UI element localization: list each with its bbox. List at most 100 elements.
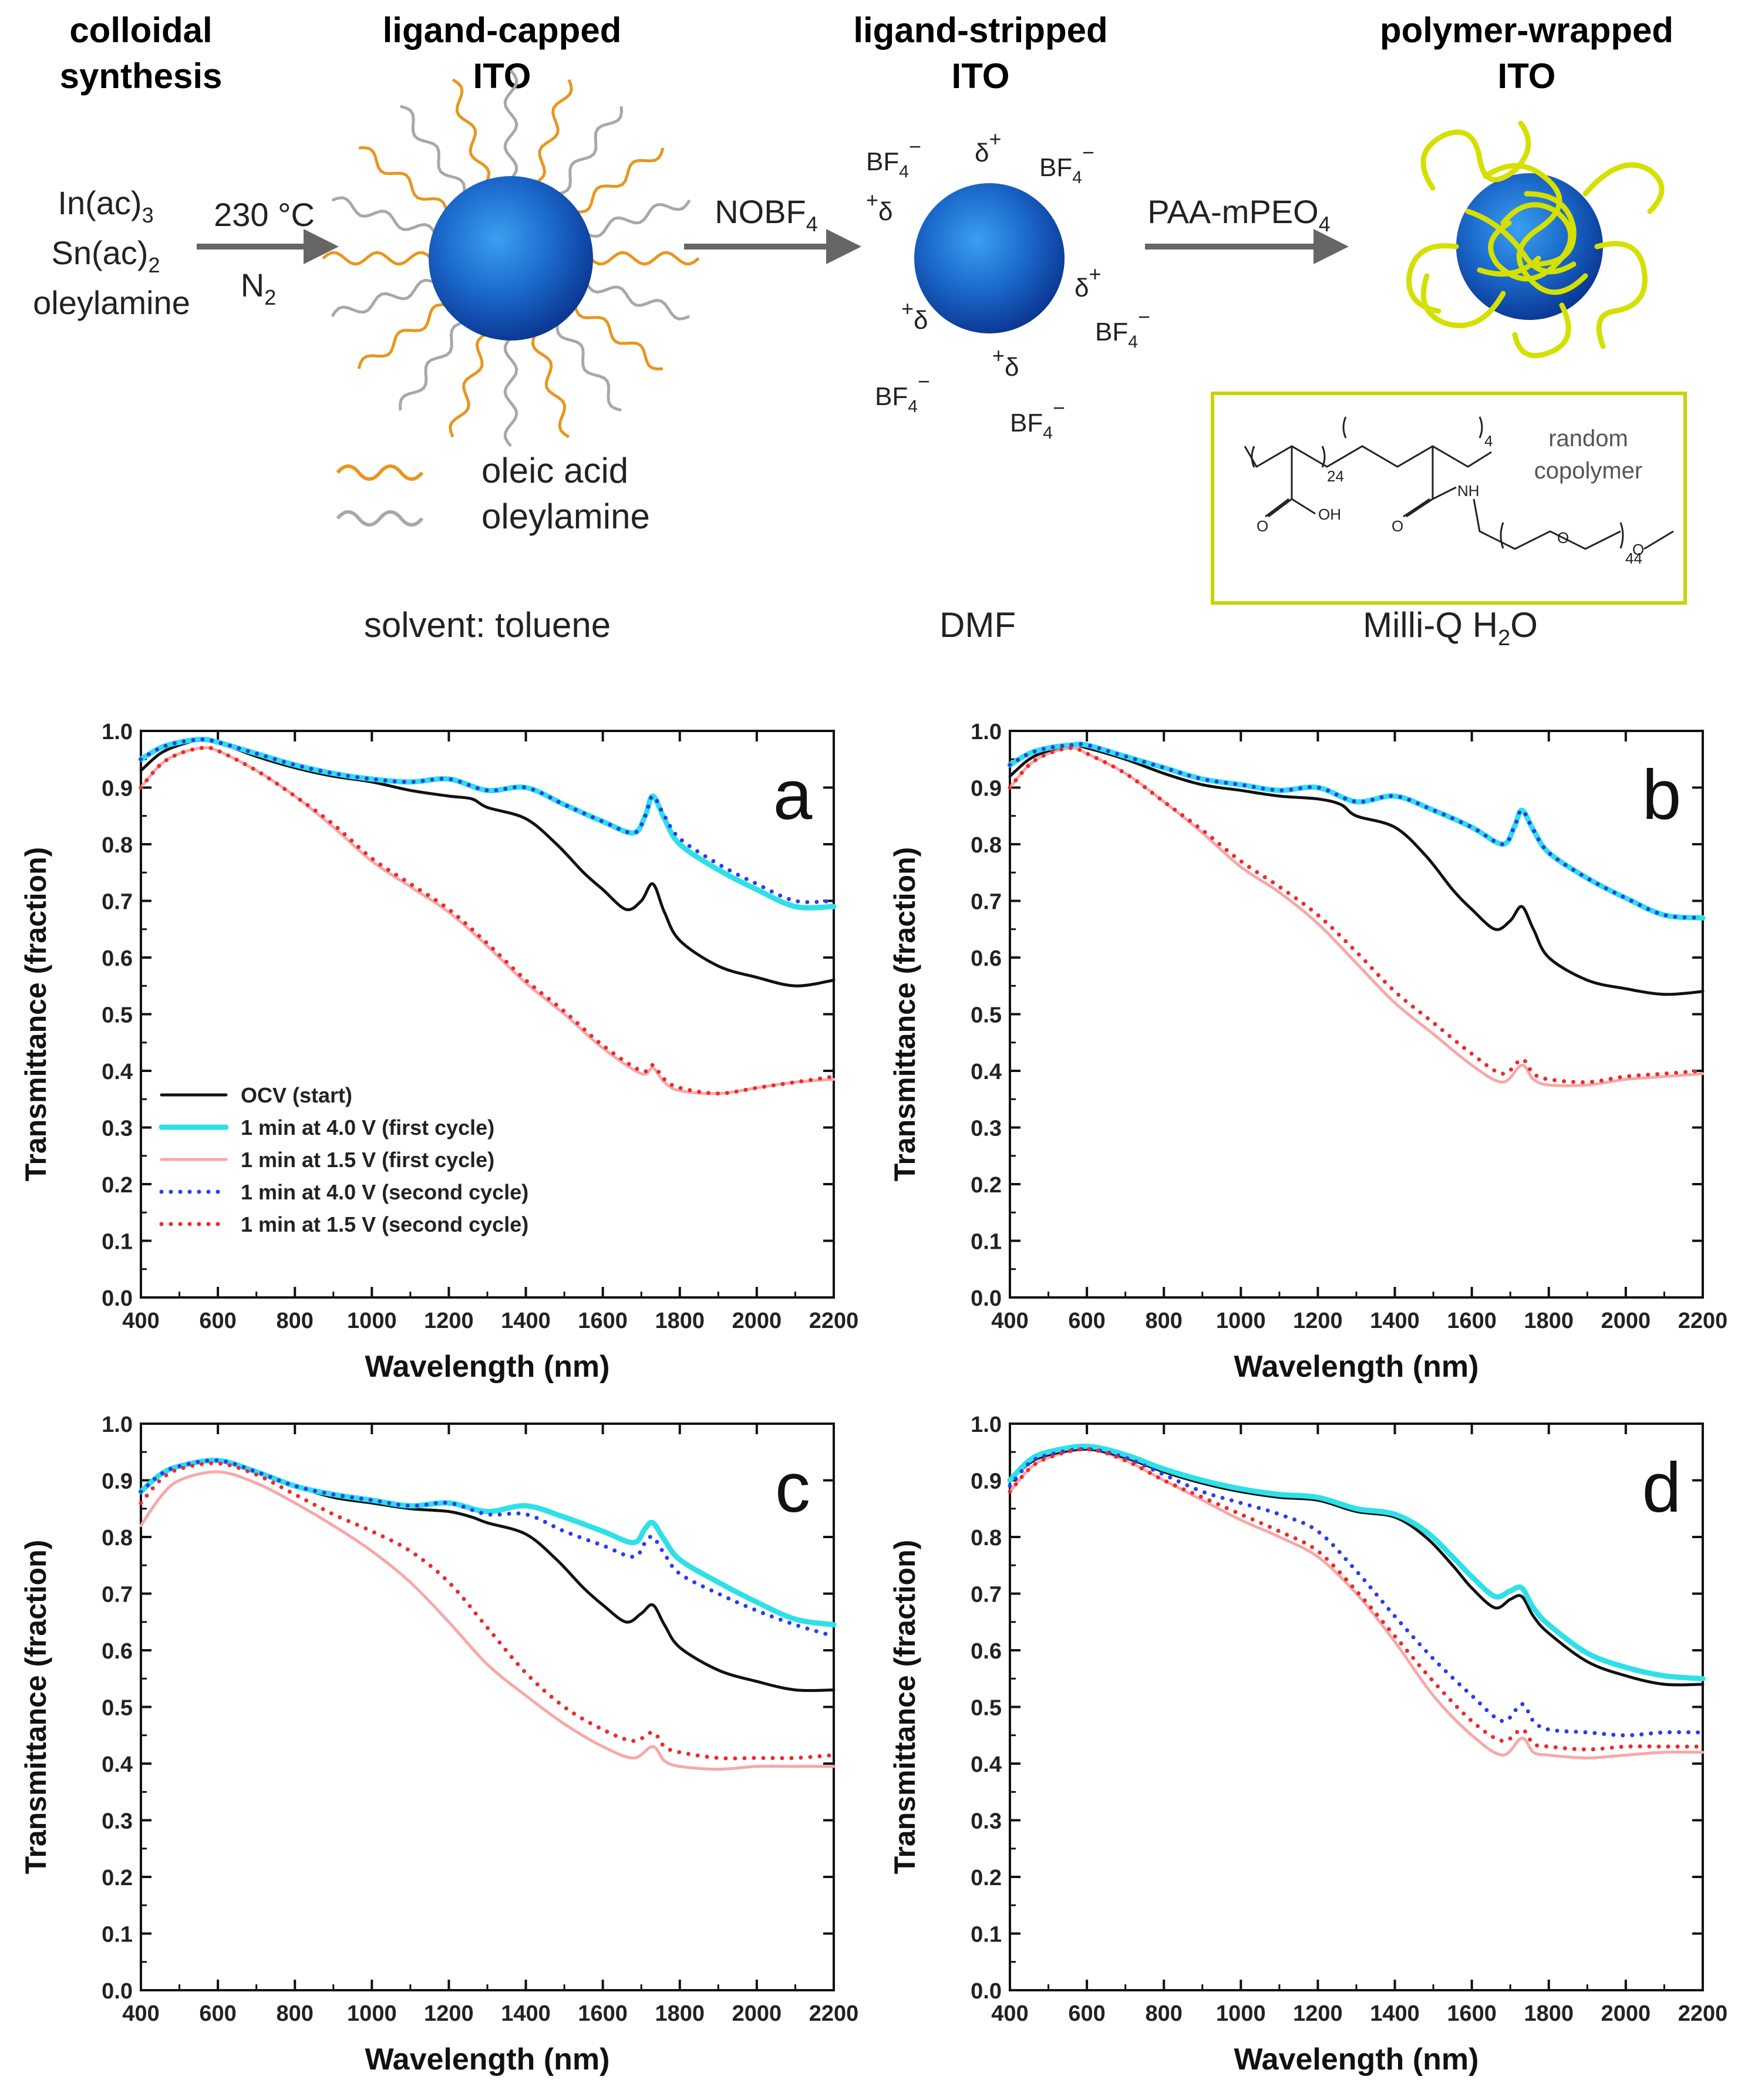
ligand-chain	[503, 69, 518, 180]
stage-title-capped-1: ligand-capped	[383, 11, 622, 50]
precursor-indium: In(ac)3	[58, 184, 153, 227]
y-axis-label: Transmittance (fraction)	[888, 847, 921, 1182]
y-tick-label: 0.5	[971, 1003, 1002, 1028]
series-line-ocv	[1008, 1447, 1705, 1687]
y-tick-label: 0.6	[971, 946, 1002, 971]
x-axis-label: Wavelength (nm)	[1234, 2042, 1479, 2077]
y-axis-label: Transmittance (fraction)	[888, 1540, 921, 1875]
y-tick-label: 0.0	[971, 1979, 1002, 2004]
ligand-chain	[585, 282, 691, 321]
x-tick-label: 2200	[1678, 1309, 1728, 1333]
x-tick-label: 400	[991, 1309, 1028, 1333]
oleic-acid-legend-line	[336, 464, 424, 481]
y-tick-label: 0.7	[971, 1583, 1002, 1607]
svg-text:+δ: +δ	[866, 188, 893, 226]
x-tick-label: 1800	[655, 1309, 705, 1333]
x-tick-label: 1800	[655, 2001, 705, 2026]
svg-text:44: 44	[1625, 550, 1642, 567]
y-tick-label: 0.5	[971, 1696, 1002, 1721]
x-tick-label: 1400	[501, 1309, 551, 1333]
y-tick-label: 0.0	[971, 1286, 1002, 1311]
svg-text:BF4−: BF4−	[875, 369, 930, 416]
x-tick-label: 1000	[1216, 1309, 1266, 1333]
x-axis-label: Wavelength (nm)	[365, 2042, 610, 2077]
legend-label: 1 min at 1.5 V (first cycle)	[241, 1148, 494, 1172]
y-tick-label: 0.3	[971, 1117, 1002, 1141]
ligand-chain	[358, 146, 449, 213]
x-tick-label: 1600	[578, 1309, 628, 1333]
y-tick-label: 0.9	[971, 777, 1002, 801]
ligand-chain	[452, 78, 491, 184]
svg-text:NH: NH	[1457, 482, 1480, 500]
series-line-cyan	[1007, 1444, 1706, 1681]
ligand-chain	[322, 251, 433, 266]
stage-title-stripped-1: ligand-stripped	[853, 11, 1107, 50]
stage-title-synthesis-1: colloidal	[69, 11, 212, 50]
svg-text:O: O	[1392, 517, 1403, 535]
x-tick-label: 1000	[1216, 2001, 1266, 2026]
y-tick-label: 0.6	[102, 1639, 133, 1664]
series-line-bluedot	[1008, 1447, 1705, 1738]
y-axis-label: Transmittance (fraction)	[19, 847, 52, 1182]
y-tick-label: 0.1	[971, 1923, 1002, 1947]
series-line-reddot	[139, 745, 836, 1096]
x-tick-label: 1400	[1370, 2001, 1420, 2026]
x-tick-label: 600	[1068, 1309, 1105, 1333]
oleylamine-legend-label: oleylamine	[481, 497, 650, 536]
y-tick-label: 0.6	[971, 1639, 1002, 1664]
y-tick-label: 0.9	[102, 1469, 133, 1494]
ligand-chain	[534, 79, 573, 184]
step2-reagent: NOBF4	[715, 193, 818, 236]
x-tick-label: 1600	[1447, 1309, 1497, 1333]
x-tick-label: 800	[1146, 2001, 1183, 2026]
stage-title-wrapped-2: ITO	[1498, 56, 1556, 96]
x-tick-label: 400	[991, 2001, 1028, 2026]
ligand-chain	[503, 336, 518, 447]
x-tick-label: 600	[1068, 2001, 1105, 2026]
svg-text:BF4−: BF4−	[866, 134, 921, 181]
legend-label: 1 min at 4.0 V (first cycle)	[241, 1115, 494, 1140]
y-tick-label: 0.8	[971, 833, 1002, 858]
x-tick-label: 1600	[1447, 2001, 1497, 2026]
ligand-chain	[573, 304, 663, 371]
y-tick-label: 0.8	[102, 1526, 133, 1550]
oleic-acid-legend-label: oleic acid	[481, 451, 628, 490]
svg-text:δ+: δ+	[1075, 262, 1102, 302]
polymer-label-random: random	[1548, 426, 1628, 451]
solvent-dmf: DMF	[939, 605, 1016, 645]
y-tick-label: 0.7	[971, 890, 1002, 915]
x-tick-label: 600	[199, 1309, 236, 1333]
x-tick-label: 600	[199, 2001, 236, 2026]
x-tick-label: 800	[277, 2001, 314, 2026]
x-tick-label: 2000	[732, 2001, 782, 2026]
panel-letter: c	[775, 1448, 810, 1527]
svg-text:BF4−: BF4−	[1039, 140, 1094, 187]
y-tick-label: 0.6	[102, 946, 133, 971]
ligand-chain	[575, 147, 665, 214]
chart-panel-d: 0.0 0.1 0.2 0.3 0.4 0.5 0.6 0.7 0.8 0.9 1.0 400 600 8…	[888, 1413, 1728, 2077]
y-tick-label: 1.0	[102, 720, 133, 744]
x-tick-label: 2000	[732, 1309, 782, 1333]
panel-letter: d	[1642, 1448, 1682, 1527]
ligand-chain	[531, 333, 570, 439]
ligand-chain	[557, 106, 624, 196]
chart-panel-a: 0.0 0.1 0.2 0.3 0.4 0.5 0.6 0.7 0.8 0.9 1.0 400 600 8…	[19, 720, 858, 1384]
x-tick-label: 2000	[1601, 1309, 1651, 1333]
svg-text:4: 4	[1484, 432, 1493, 450]
svg-text:+δ: +δ	[901, 296, 928, 335]
svg-text:δ+: δ+	[975, 127, 1002, 167]
svg-text:O: O	[1632, 541, 1644, 558]
legend-label: 1 min at 4.0 V (second cycle)	[241, 1180, 528, 1204]
precursor-oleylamine: oleylamine	[33, 284, 190, 321]
svg-text:OH: OH	[1318, 505, 1341, 523]
ligand-chain	[331, 196, 437, 235]
y-tick-label: 0.4	[102, 1060, 133, 1084]
panel-letter: b	[1642, 756, 1682, 834]
x-tick-label: 2200	[1678, 2001, 1728, 2026]
y-tick-label: 1.0	[971, 1413, 1002, 1437]
ligand-chain	[400, 105, 466, 194]
stage-title-synthesis-2: synthesis	[60, 56, 223, 96]
x-tick-label: 1000	[347, 2001, 397, 2026]
y-tick-label: 0.2	[971, 1173, 1002, 1198]
solvent-water: Milli-Q H2O	[1363, 605, 1538, 650]
